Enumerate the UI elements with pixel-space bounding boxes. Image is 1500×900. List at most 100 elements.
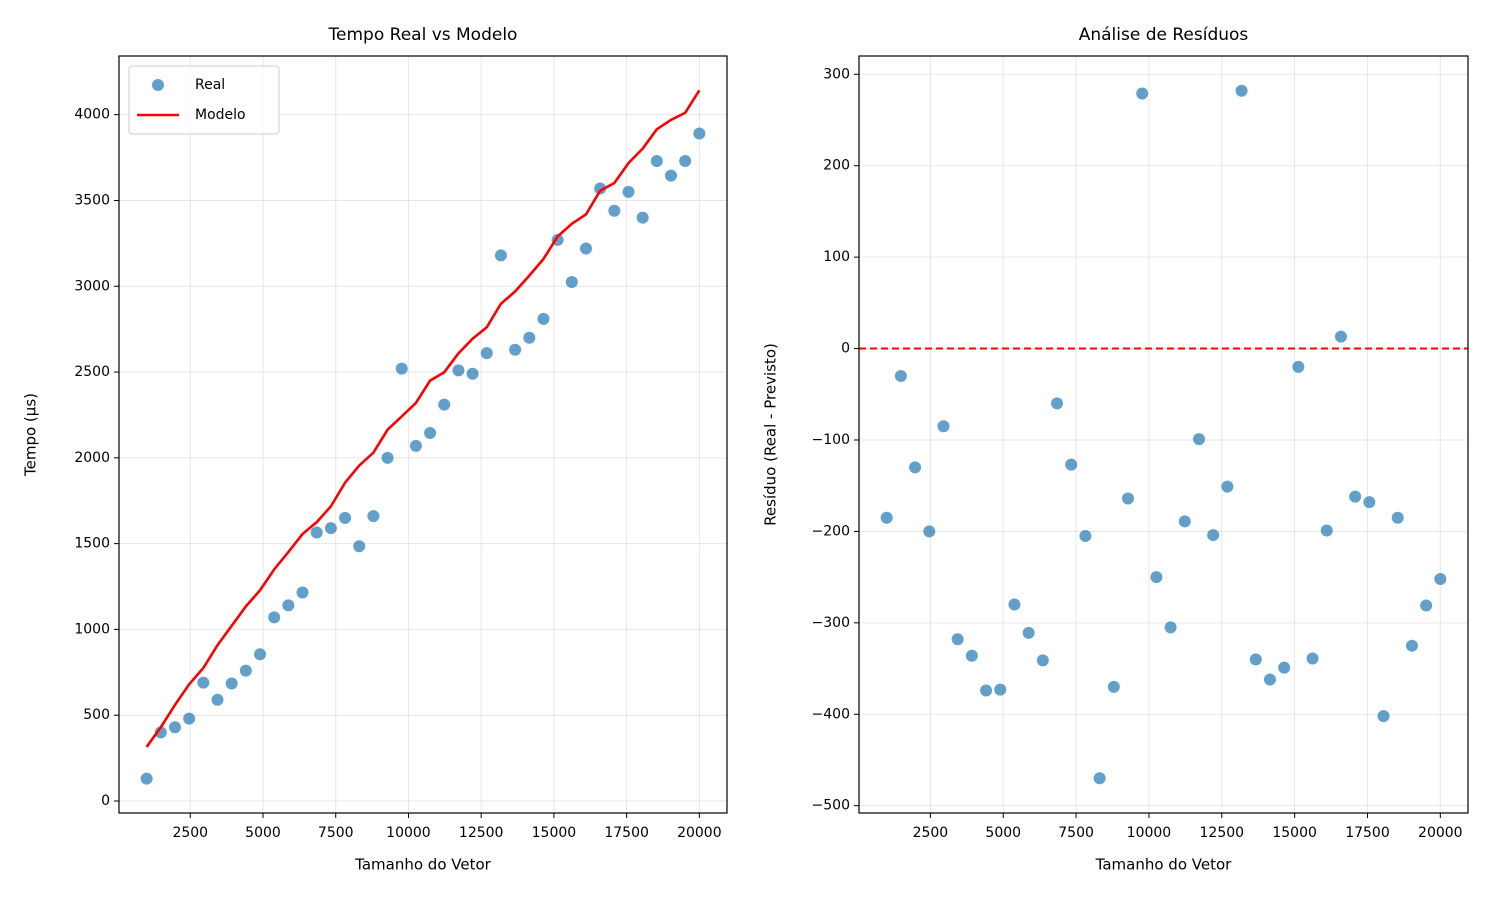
axes-frame [858, 55, 1469, 814]
y-tick-label: 100 [823, 249, 850, 265]
data-point [438, 398, 451, 411]
data-point [565, 275, 578, 288]
data-point [239, 664, 252, 677]
data-point [1107, 680, 1120, 693]
data-point [622, 185, 635, 198]
data-point [1079, 529, 1092, 542]
data-point [466, 367, 479, 380]
data-point [1306, 652, 1319, 665]
data-point [894, 369, 907, 382]
data-point [1249, 653, 1262, 666]
data-point [923, 525, 936, 538]
x-axis-label: Tamanho do Vetor [354, 856, 491, 874]
data-point [339, 511, 352, 524]
data-point [693, 127, 706, 140]
y-tick-label: −200 [812, 523, 850, 539]
x-tick-label: 20000 [677, 825, 722, 841]
data-point [1164, 621, 1177, 634]
data-point [409, 439, 422, 452]
y-tick-label: 0 [841, 341, 850, 357]
data-point [1405, 639, 1418, 652]
data-point [523, 331, 536, 344]
y-tick-label: 3000 [74, 278, 110, 294]
x-tick-label: 17500 [604, 825, 649, 841]
data-point [636, 211, 649, 224]
data-point [1434, 572, 1447, 585]
y-tick-label: 2500 [74, 364, 110, 380]
data-point [168, 721, 181, 734]
y-tick-label: 200 [823, 158, 850, 174]
y-tick-label: 4000 [74, 107, 110, 123]
data-point [254, 648, 267, 661]
x-tick-label: 15000 [1272, 825, 1317, 841]
data-point [197, 676, 210, 689]
data-point [1391, 511, 1404, 524]
x-tick-label: 10000 [386, 825, 431, 841]
data-point [183, 712, 196, 725]
data-point [367, 510, 380, 523]
legend-box [128, 65, 280, 135]
y-tick-label: −500 [812, 798, 850, 814]
data-point [353, 540, 366, 553]
data-point [1278, 661, 1291, 674]
data-point [1008, 598, 1021, 611]
x-tick-label: 2500 [913, 825, 949, 841]
data-point [1207, 529, 1220, 542]
y-tick-label: 2000 [74, 450, 110, 466]
x-tick-label: 2500 [172, 825, 208, 841]
x-tick-label: 20000 [1418, 825, 1463, 841]
data-point [225, 677, 238, 690]
data-point [480, 347, 493, 360]
x-tick-label: 17500 [1345, 825, 1390, 841]
data-point [381, 451, 394, 464]
x-tick-label: 12500 [1200, 825, 1245, 841]
data-point [1192, 433, 1205, 446]
legend-label: Real [195, 77, 225, 93]
y-tick-label: −300 [812, 615, 850, 631]
data-point [1122, 492, 1135, 505]
data-point [1093, 772, 1106, 785]
data-point [594, 182, 607, 195]
data-point [1334, 330, 1347, 343]
data-point [1363, 496, 1376, 509]
x-tick-label: 10000 [1127, 825, 1172, 841]
data-point [1320, 524, 1333, 537]
y-tick-label: 0 [101, 793, 110, 809]
data-point [452, 364, 465, 377]
chart-title: Tempo Real vs Modelo [328, 25, 518, 45]
y-tick-label: 300 [823, 66, 850, 82]
axes-frame [118, 55, 728, 814]
x-tick-label: 5000 [245, 825, 281, 841]
data-point [424, 426, 437, 439]
data-point [608, 204, 621, 217]
y-tick-label: −100 [812, 432, 850, 448]
data-point [1420, 599, 1433, 612]
data-point [1221, 480, 1234, 493]
data-point [1051, 397, 1064, 410]
data-point [282, 599, 295, 612]
y-axis-label: Resíduo (Real - Previsto) [762, 343, 780, 526]
data-point [679, 155, 692, 168]
legend-label: Modelo [195, 107, 246, 123]
data-point [1377, 710, 1390, 723]
data-point [665, 169, 678, 182]
data-point [965, 649, 978, 662]
data-point [909, 461, 922, 474]
data-point [994, 683, 1007, 696]
x-tick-label: 7500 [1058, 825, 1094, 841]
data-point [1178, 515, 1191, 528]
data-point [980, 684, 993, 697]
chart-title: Análise de Resíduos [1079, 25, 1249, 45]
y-tick-label: 1000 [74, 621, 110, 637]
x-tick-label: 15000 [532, 825, 577, 841]
data-point [324, 522, 337, 535]
data-point [937, 420, 950, 433]
x-tick-label: 12500 [459, 825, 504, 841]
data-point [650, 155, 663, 168]
data-point [296, 586, 309, 599]
x-tick-label: 5000 [985, 825, 1021, 841]
y-tick-label: 1500 [74, 536, 110, 552]
data-point [268, 611, 281, 624]
data-point [1136, 87, 1149, 100]
